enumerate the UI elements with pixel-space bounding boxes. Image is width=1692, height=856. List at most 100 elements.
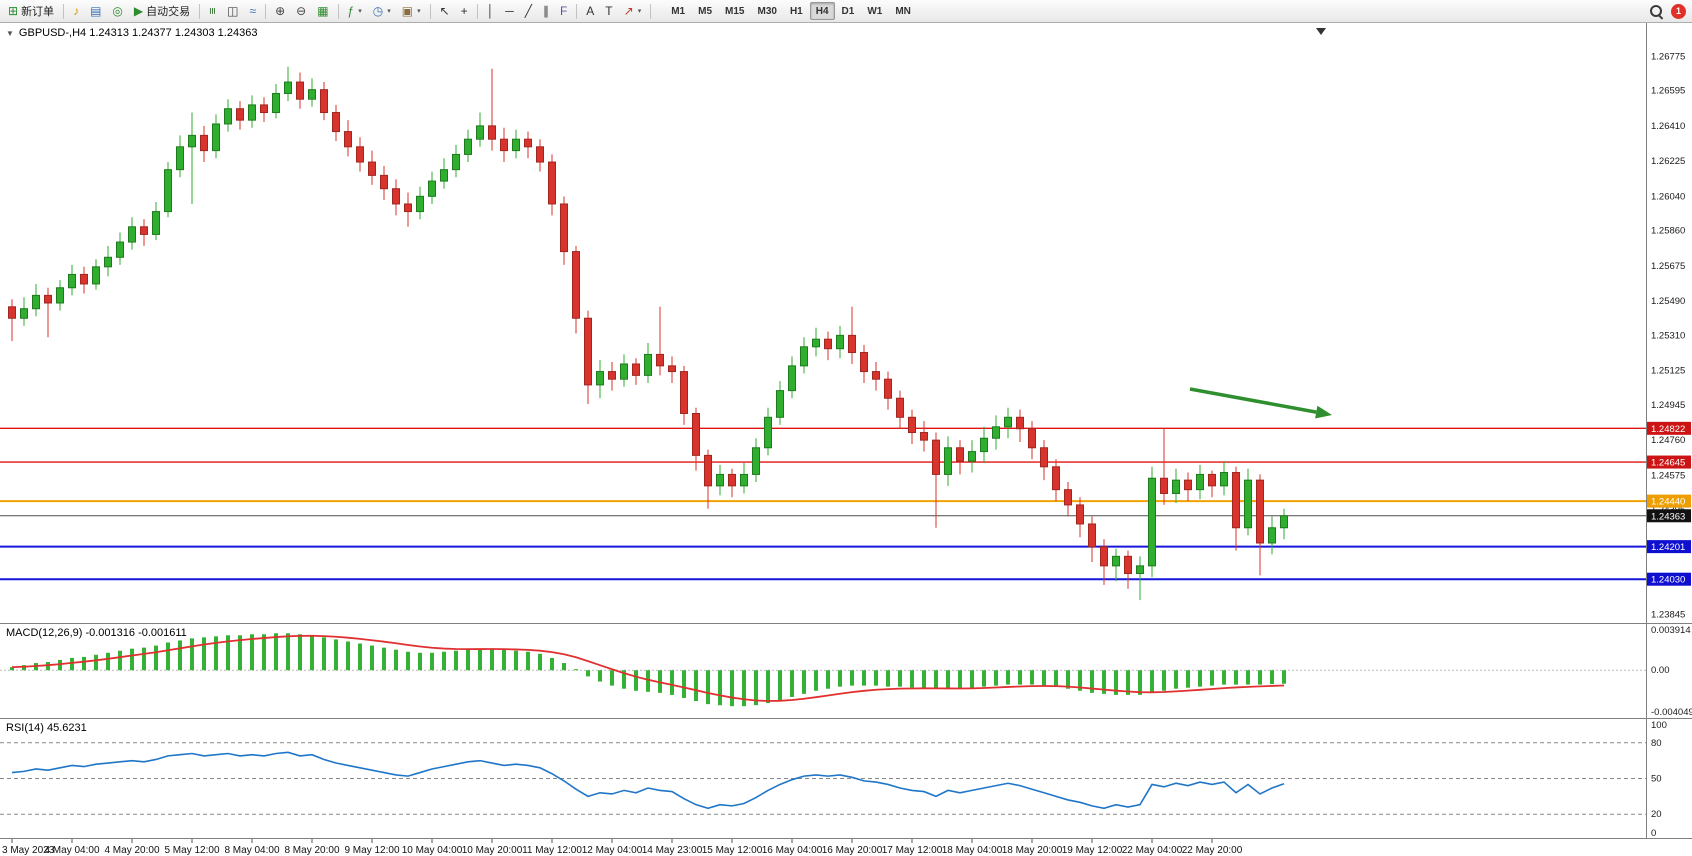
- pivot-line-price-chip-label: 1.24440: [1651, 497, 1685, 508]
- candle-body: [596, 371, 604, 386]
- dropdown-arrow-icon[interactable]: ▾: [358, 8, 362, 15]
- pivot-line-price-chip: [1647, 494, 1691, 508]
- price-tick-label: 1.25490: [1651, 296, 1685, 307]
- support-line-2-price-chip-label: 1.24030: [1651, 575, 1685, 586]
- trend-arrow[interactable]: [1189, 387, 1317, 414]
- dropdown-arrow-icon[interactable]: ▾: [417, 8, 421, 15]
- trend-arrow-head[interactable]: [1315, 405, 1332, 419]
- macd-bar: [850, 670, 854, 686]
- periods-button[interactable]: ◷ ▾: [368, 2, 396, 21]
- macd-bar: [1270, 670, 1274, 685]
- timeframe-mn-button[interactable]: MN: [889, 2, 917, 20]
- time-label: 15 May 12:00: [702, 845, 763, 856]
- time-label: 18 May 04:00: [942, 845, 1003, 856]
- timeframe-m1-button[interactable]: M1: [665, 2, 691, 20]
- macd-bar: [94, 654, 98, 671]
- macd-scale-label: -0.004049: [1651, 707, 1692, 718]
- candle-body: [728, 473, 736, 487]
- macd-bar: [874, 670, 878, 686]
- timeframe-m5-button[interactable]: M5: [692, 2, 718, 20]
- price-tick-label: 1.25125: [1651, 366, 1685, 377]
- candle-body: [956, 447, 964, 462]
- timeframe-h1-button[interactable]: H1: [784, 2, 809, 20]
- time-label: 16 May 04:00: [762, 845, 823, 856]
- candle-body: [284, 81, 292, 94]
- toolbar: ⊞ 新订单 ♪ ▤ ◎ ▶ 自动交易 ≡ ◫ ≈ ⊕ ⊖ ▦ ƒ ▾ ◷ ▾ ▣ ▾ ↖ + │ ─ ╱ ∥ F A T ↗ ▾ M1 M5…: [0, 0, 1692, 23]
- price-chart-canvas[interactable]: 1.26775 1.26595 1.26410 1.26225 1.26040 1.258…: [0, 23, 1692, 856]
- zoom-in-button[interactable]: ⊕: [270, 2, 290, 21]
- candle-body: [740, 473, 748, 487]
- macd-bar: [550, 657, 554, 671]
- bar-chart-icon: ≡: [205, 7, 220, 15]
- search-icon[interactable]: [1649, 4, 1664, 20]
- candle-body: [1148, 477, 1156, 567]
- price-tick-label: 1.25310: [1651, 330, 1685, 341]
- timeframe-h4-button[interactable]: H4: [809, 2, 835, 20]
- text-button[interactable]: A: [581, 2, 599, 21]
- candle-body: [272, 92, 280, 114]
- channel-button[interactable]: ∥: [538, 2, 554, 21]
- candle-body: [884, 378, 892, 399]
- candle-body: [8, 306, 16, 319]
- macd-bar: [490, 648, 494, 671]
- refresh-button[interactable]: ◎: [107, 2, 127, 21]
- line-chart-button[interactable]: ≈: [244, 2, 261, 21]
- macd-bar: [898, 670, 902, 687]
- dropdown-arrow-icon[interactable]: ▾: [387, 8, 391, 15]
- horizontal-line-button[interactable]: ─: [500, 2, 519, 21]
- timeframe-d1-button[interactable]: D1: [836, 2, 861, 20]
- candle-body: [464, 138, 472, 155]
- toolbar-right: 1: [1649, 3, 1689, 20]
- candle-body: [80, 273, 88, 285]
- candle-body: [212, 123, 220, 152]
- new-order-button[interactable]: ⊞ 新订单: [3, 2, 59, 21]
- macd-bar: [310, 635, 314, 671]
- crosshair-button[interactable]: +: [456, 2, 473, 21]
- candle-body: [788, 365, 796, 392]
- print-button[interactable]: ▤: [85, 2, 106, 21]
- macd-bar: [1198, 670, 1202, 687]
- chart-shift-marker[interactable]: [1316, 28, 1326, 35]
- macd-bar: [1222, 670, 1226, 685]
- price-tick-label: 1.26595: [1651, 86, 1685, 97]
- fibonacci-button[interactable]: F: [555, 2, 572, 21]
- macd-bar: [178, 640, 182, 671]
- candlestick-series: [8, 66, 1288, 601]
- vertical-line-button[interactable]: │: [482, 2, 500, 21]
- candle-body: [980, 437, 988, 453]
- candle-body: [1112, 555, 1120, 567]
- candle-body: [548, 161, 556, 205]
- macd-bar: [358, 643, 362, 671]
- vertical-line-icon: │: [486, 4, 495, 18]
- candle-body: [812, 338, 820, 348]
- cursor-button[interactable]: ↖: [435, 2, 455, 21]
- trendline-button[interactable]: ╱: [520, 2, 537, 21]
- timeframe-m15-button[interactable]: M15: [719, 2, 750, 20]
- candle-body: [512, 138, 520, 152]
- dropdown-arrow-icon[interactable]: ▾: [637, 8, 642, 15]
- bar-chart-button[interactable]: ≡: [204, 2, 221, 21]
- candlestick-chart-button[interactable]: ◫: [222, 2, 243, 21]
- candle-body: [584, 317, 592, 386]
- timeframe-m30-button[interactable]: M30: [751, 2, 782, 20]
- indicators-button[interactable]: ƒ ▾: [343, 2, 367, 21]
- arrows-button[interactable]: ↗ ▾: [619, 2, 647, 21]
- timeframe-w1-button[interactable]: W1: [861, 2, 888, 20]
- tile-windows-button[interactable]: ▦: [312, 2, 333, 21]
- autotrading-button[interactable]: ▶ 自动交易: [129, 2, 195, 21]
- macd-bar: [1066, 670, 1070, 689]
- candle-body: [1196, 473, 1204, 491]
- text-label-button[interactable]: T: [600, 2, 617, 21]
- templates-button[interactable]: ▣ ▾: [397, 2, 426, 21]
- current-price-line-price-chip-label: 1.24363: [1651, 511, 1685, 522]
- notification-badge[interactable]: 1: [1671, 3, 1686, 19]
- candle-body: [1172, 479, 1180, 494]
- sound-button[interactable]: ♪: [68, 2, 84, 21]
- price-tick-label: 1.24945: [1651, 400, 1685, 411]
- macd-bar: [694, 670, 698, 702]
- zoom-out-button[interactable]: ⊖: [291, 2, 311, 21]
- candle-body: [920, 432, 928, 441]
- candle-body: [1124, 555, 1132, 574]
- collapse-chart-icon[interactable]: ▼: [6, 28, 14, 38]
